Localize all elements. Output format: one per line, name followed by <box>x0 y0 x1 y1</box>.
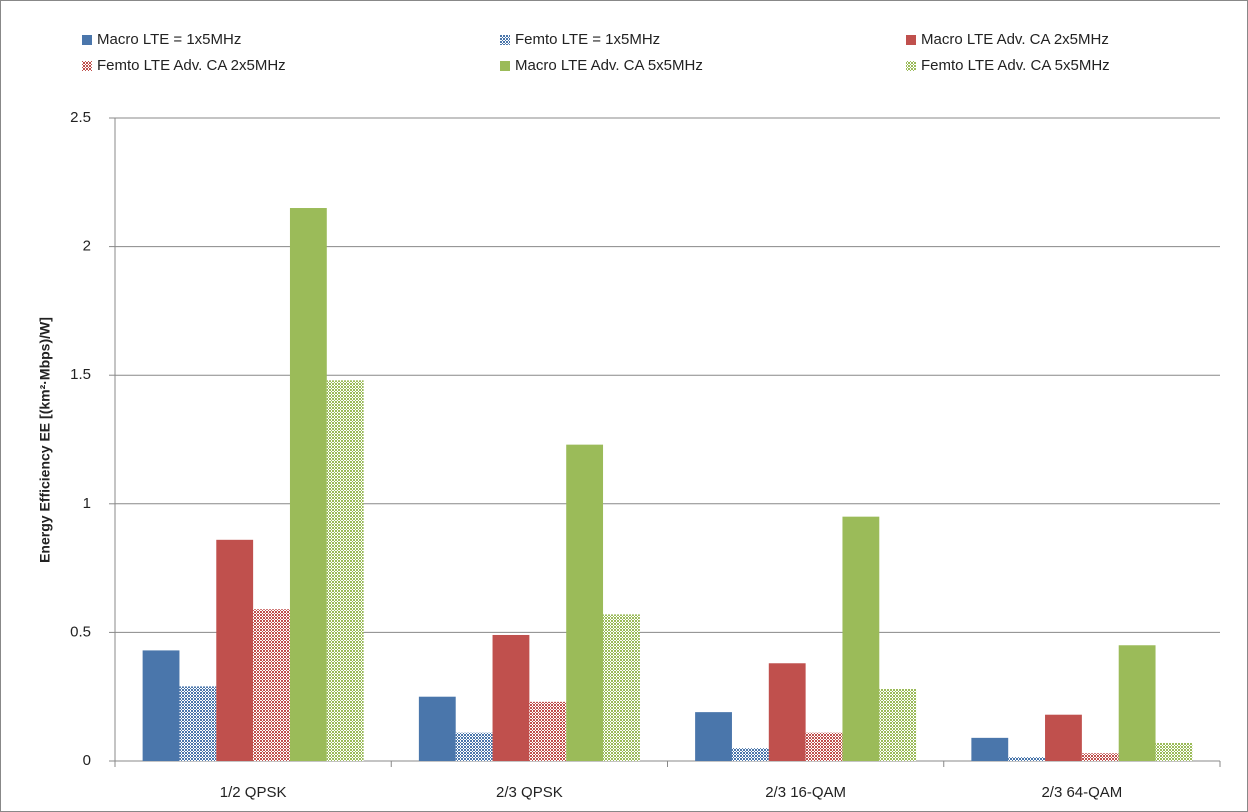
x-tick-label: 1/2 QPSK <box>220 784 287 801</box>
bar <box>879 688 917 761</box>
y-tick-label: 1.5 <box>70 366 91 383</box>
bar <box>805 732 843 761</box>
legend-swatch <box>906 35 916 45</box>
bar <box>253 609 290 761</box>
legend-swatch <box>82 35 92 45</box>
bar <box>455 732 493 761</box>
y-tick-label: 0 <box>83 752 91 769</box>
bar <box>1118 645 1156 761</box>
bar <box>216 539 254 761</box>
y-tick-label: 2 <box>83 238 91 255</box>
x-tick-label: 2/3 QPSK <box>496 784 563 801</box>
y-tick-label: 0.5 <box>70 623 91 640</box>
x-tick-label: 2/3 64-QAM <box>1041 784 1122 801</box>
bar <box>603 614 640 761</box>
legend-label: Femto LTE Adv. CA 5x5MHz <box>921 57 1110 74</box>
bar <box>971 737 1009 761</box>
bar <box>418 696 456 761</box>
legend-label: Macro LTE Adv. CA 5x5MHz <box>515 57 703 74</box>
x-tick-label: 2/3 16-QAM <box>765 784 846 801</box>
bar <box>731 748 769 761</box>
y-axis-title: Energy Efficiency EE [(km²·Mbps)/W] <box>37 317 53 563</box>
bar <box>1155 742 1193 761</box>
bar <box>1008 757 1046 761</box>
bar <box>326 380 364 761</box>
y-tick-label: 1 <box>83 495 91 512</box>
bar <box>1081 753 1119 761</box>
bar <box>179 686 217 761</box>
legend-label: Femto LTE Adv. CA 2x5MHz <box>97 57 286 74</box>
legend-label: Femto LTE = 1x5MHz <box>515 31 660 48</box>
bar <box>492 634 530 761</box>
legend-swatch <box>906 61 916 71</box>
bar <box>842 516 880 761</box>
legend-swatch <box>500 35 510 45</box>
bar <box>566 444 604 761</box>
legend-swatch <box>82 61 92 71</box>
bar <box>529 701 567 761</box>
bar <box>1045 714 1082 761</box>
bar <box>768 663 806 761</box>
bar <box>142 650 180 761</box>
bar <box>695 712 732 761</box>
legend-label: Macro LTE Adv. CA 2x5MHz <box>921 31 1109 48</box>
bar <box>289 208 327 761</box>
legend-label: Macro LTE = 1x5MHz <box>97 31 241 48</box>
legend-swatch <box>500 61 510 71</box>
y-tick-label: 2.5 <box>70 109 91 126</box>
